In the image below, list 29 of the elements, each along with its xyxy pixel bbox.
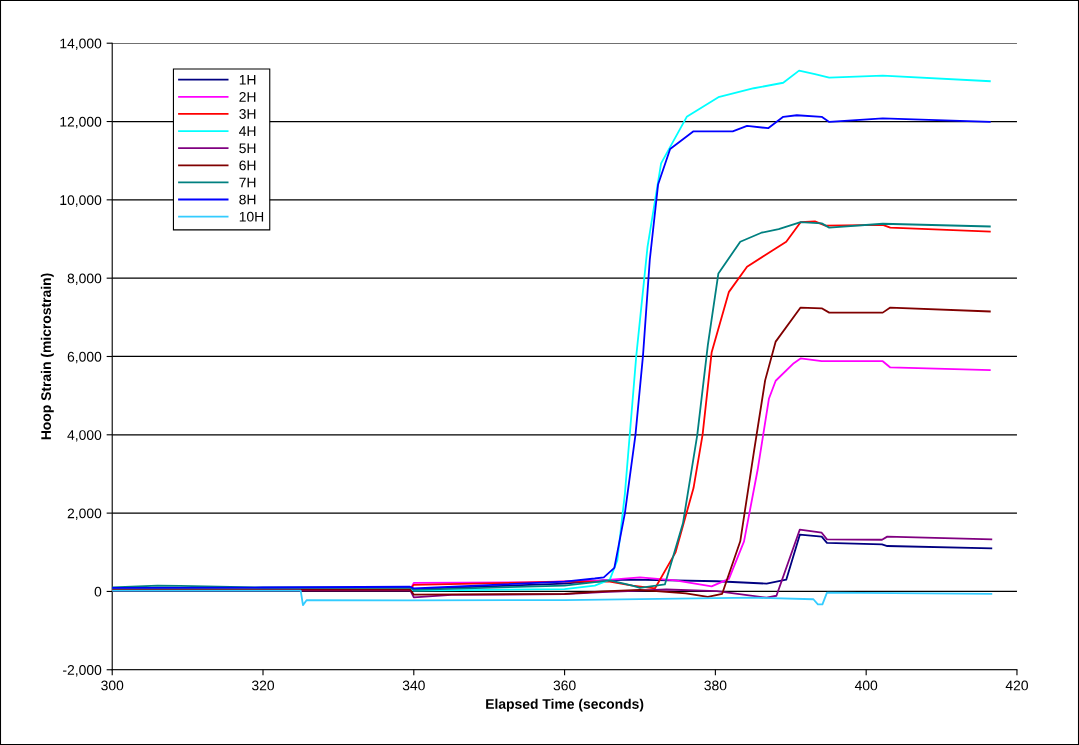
y-tick-label: 0 <box>94 586 102 597</box>
y-tick-label: 6,000 <box>67 351 102 364</box>
legend-label: 2H <box>239 91 256 102</box>
x-tick-label: 360 <box>553 680 576 691</box>
line-series <box>112 589 993 607</box>
y-tick-label: 14,000 <box>60 38 102 51</box>
x-tick-label: 320 <box>251 680 275 691</box>
legend-label: 6H <box>239 160 256 171</box>
y-tick-label: -2,000 <box>63 665 102 677</box>
x-tick-label: 380 <box>704 680 727 691</box>
legend-label: 4H <box>239 126 256 136</box>
x-tick-label: 420 <box>1005 680 1028 691</box>
legend-label: 7H <box>239 177 256 188</box>
legend-label: 5H <box>239 143 256 154</box>
legend-label: 8H <box>239 194 256 205</box>
y-tick-label: 4,000 <box>67 430 102 442</box>
x-axis-title: Elapsed Time (seconds) <box>486 698 644 712</box>
legend-label: 3H <box>239 109 256 119</box>
x-tick-label: 300 <box>101 680 124 691</box>
x-tick-label: 400 <box>854 680 878 691</box>
line-series <box>112 306 991 598</box>
y-tick-label: 8,000 <box>67 273 102 285</box>
legend-label: 1H <box>239 75 256 85</box>
y-axis-title: Hoop Strain (microstrain) <box>40 273 54 440</box>
y-tick-label: 12,000 <box>60 116 102 129</box>
legend-label: 10H <box>239 211 264 222</box>
x-tick-label: 340 <box>402 680 425 691</box>
y-tick-label: 2,000 <box>67 508 102 520</box>
y-tick-label: 10,000 <box>60 195 102 207</box>
